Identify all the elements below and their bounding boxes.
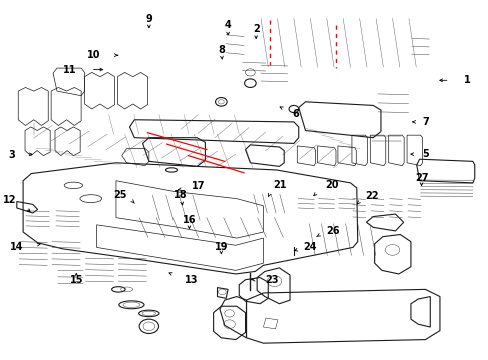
- Text: 9: 9: [145, 14, 152, 24]
- Text: 19: 19: [214, 242, 227, 252]
- Text: 27: 27: [414, 173, 427, 183]
- Text: 5: 5: [422, 149, 428, 159]
- Text: 4: 4: [224, 20, 231, 30]
- Text: 7: 7: [422, 117, 428, 127]
- Text: 2: 2: [252, 24, 259, 34]
- Text: 21: 21: [273, 180, 286, 190]
- Text: 18: 18: [174, 190, 188, 200]
- Text: 13: 13: [184, 275, 198, 285]
- Text: 1: 1: [463, 75, 470, 85]
- Text: 24: 24: [303, 242, 316, 252]
- Text: 26: 26: [325, 226, 339, 236]
- Text: 15: 15: [69, 275, 83, 285]
- Text: 17: 17: [192, 181, 205, 192]
- Text: 8: 8: [218, 45, 224, 55]
- Text: 3: 3: [9, 150, 15, 160]
- Text: 16: 16: [183, 215, 196, 225]
- Text: 20: 20: [324, 180, 338, 190]
- Text: 25: 25: [113, 190, 126, 200]
- Text: 6: 6: [292, 109, 299, 119]
- Text: 10: 10: [87, 50, 100, 60]
- Text: 22: 22: [364, 191, 378, 201]
- Text: 14: 14: [10, 242, 23, 252]
- Text: 11: 11: [62, 64, 76, 75]
- Text: 23: 23: [264, 275, 278, 285]
- Text: 12: 12: [3, 195, 17, 205]
